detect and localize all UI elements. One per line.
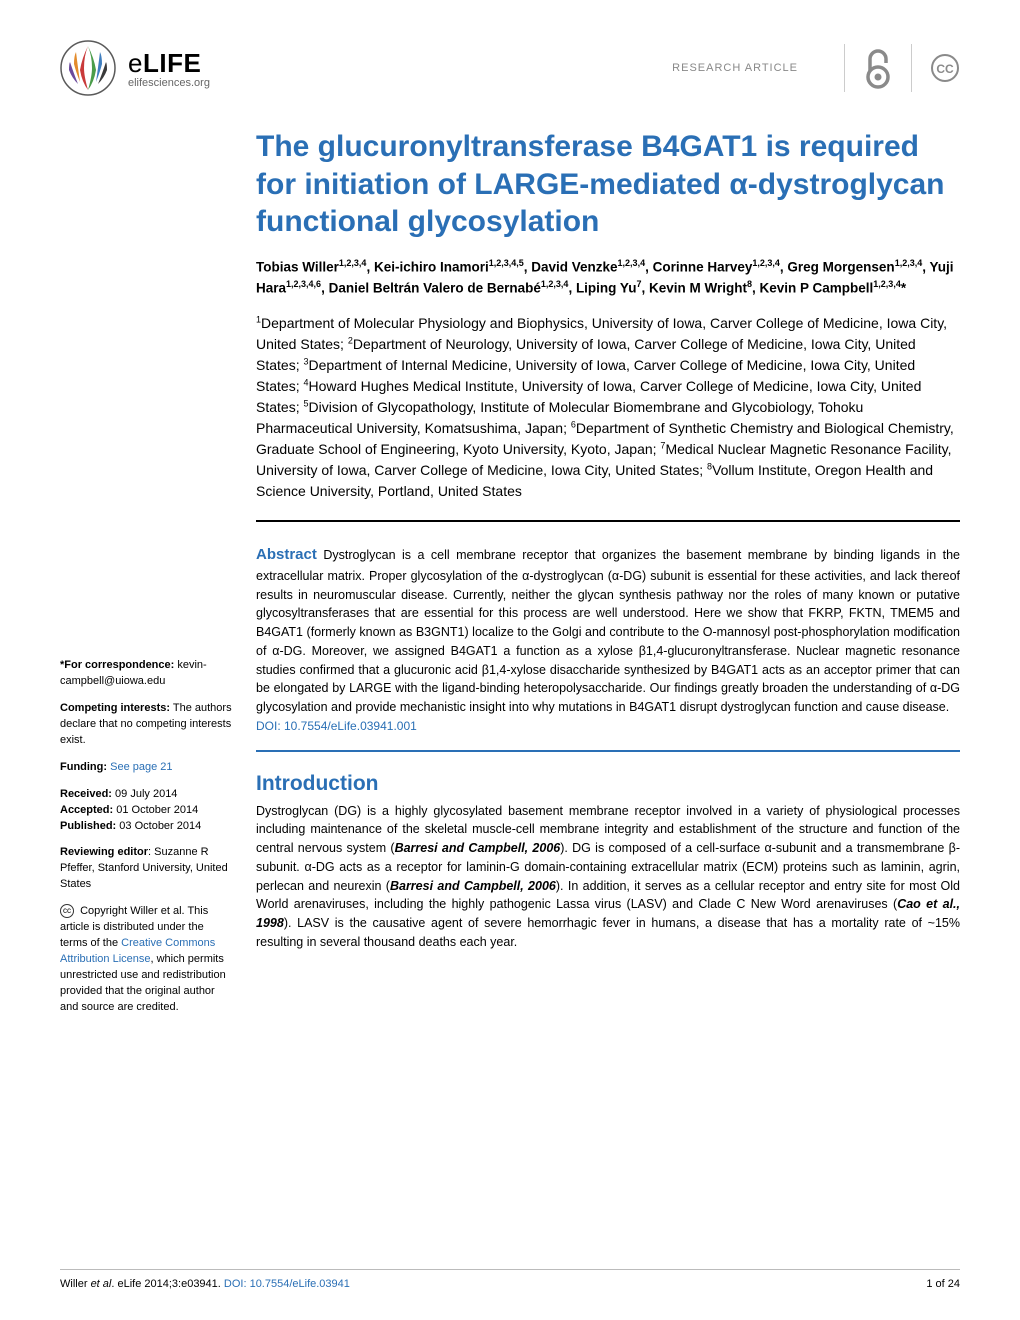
journal-logo-block: eLIFE elifesciences.org [60, 40, 210, 96]
footer-citation: Willer et al. eLife 2014;3:e03941. DOI: … [60, 1278, 350, 1290]
page-number: 1 of 24 [926, 1278, 960, 1290]
open-access-icon [863, 47, 893, 89]
abstract-label: Abstract [256, 546, 317, 563]
cc-license-icon: CC [930, 53, 960, 83]
copyright-block: cc Copyright Willer et al. This article … [60, 904, 232, 1016]
abstract-text: Dystroglycan is a cell membrane receptor… [256, 548, 960, 714]
divider [911, 44, 912, 92]
article-main: The glucuronyltransferase B4GAT1 is requ… [256, 128, 960, 1027]
page-header: eLIFE elifesciences.org RESEARCH ARTICLE… [60, 40, 960, 96]
header-right: RESEARCH ARTICLE CC [672, 44, 960, 92]
elife-logo-icon [60, 40, 116, 96]
funding-link[interactable]: See page 21 [110, 761, 172, 773]
authors-list: Tobias Willer1,2,3,4, Kei-ichiro Inamori… [256, 257, 960, 300]
affiliations-list: 1Department of Molecular Physiology and … [256, 313, 960, 522]
correspondence-block: *For correspondence: kevin-campbell@uiow… [60, 658, 232, 690]
page-footer: Willer et al. eLife 2014;3:e03941. DOI: … [60, 1269, 960, 1290]
article-sidebar: *For correspondence: kevin-campbell@uiow… [60, 128, 232, 1027]
funding-block: Funding: See page 21 [60, 760, 232, 776]
footer-doi-link[interactable]: DOI: 10.7554/eLife.03941 [224, 1278, 350, 1290]
dates-block: Received: 09 July 2014 Accepted: 01 Octo… [60, 787, 232, 835]
content-wrap: *For correspondence: kevin-campbell@uiow… [60, 128, 960, 1027]
introduction-body: Dystroglycan (DG) is a highly glycosylat… [256, 802, 960, 952]
cc-small-icon: cc [60, 904, 74, 918]
competing-interests-block: Competing interests: The authors declare… [60, 701, 232, 749]
divider [844, 44, 845, 92]
logo-text-block: eLIFE elifesciences.org [128, 48, 210, 89]
reviewing-editor-block: Reviewing editor: Suzanne R Pfeffer, Sta… [60, 845, 232, 893]
journal-url: elifesciences.org [128, 77, 210, 89]
article-title: The glucuronyltransferase B4GAT1 is requ… [256, 128, 960, 241]
journal-name: eLIFE [128, 48, 210, 79]
abstract-doi-link[interactable]: DOI: 10.7554/eLife.03941.001 [256, 719, 417, 733]
article-type-label: RESEARCH ARTICLE [672, 62, 798, 74]
abstract-block: Abstract Dystroglycan is a cell membrane… [256, 544, 960, 751]
introduction-heading: Introduction [256, 772, 960, 796]
svg-text:CC: CC [936, 62, 954, 76]
